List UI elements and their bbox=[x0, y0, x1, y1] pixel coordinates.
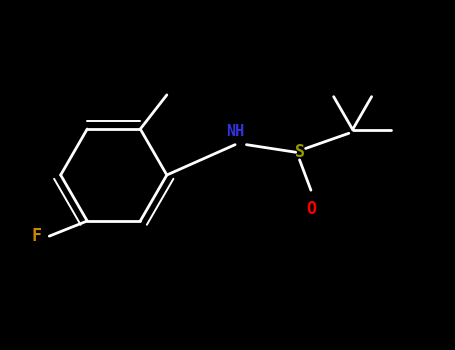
Text: S: S bbox=[294, 143, 304, 161]
Text: F: F bbox=[32, 227, 42, 245]
Text: NH: NH bbox=[226, 124, 244, 139]
Text: O: O bbox=[306, 200, 316, 218]
